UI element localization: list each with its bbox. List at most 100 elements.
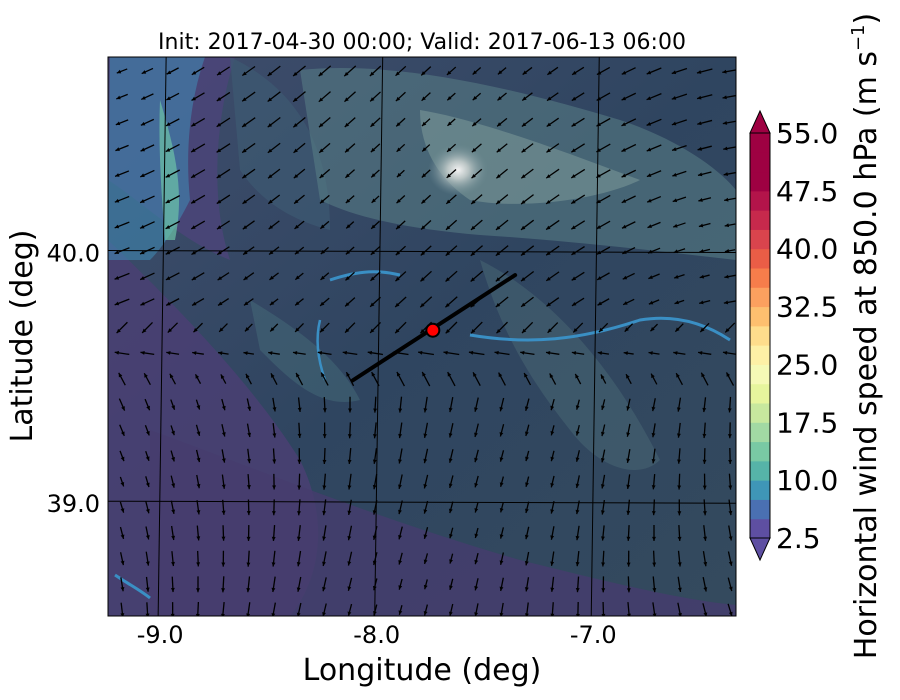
wind-arrow-head xyxy=(268,351,273,355)
wind-arrow-head xyxy=(166,96,171,100)
wind-arrow-head xyxy=(320,301,325,306)
wind-arrow-head xyxy=(370,147,376,153)
wind-arrow-head xyxy=(422,371,426,377)
wind-arrow-head xyxy=(621,96,627,101)
wind-arrow-head xyxy=(421,225,426,230)
wind-arrow-head xyxy=(700,327,705,333)
wind-arrow-head xyxy=(166,301,171,306)
wind-arrow-head xyxy=(243,250,248,255)
wind-arrow-head xyxy=(623,301,628,305)
colorbar-band xyxy=(750,190,770,211)
wind-arrow-head xyxy=(398,484,402,489)
wind-arrow-head xyxy=(344,97,349,102)
wind-arrow-head xyxy=(166,122,171,126)
wind-arrow-head xyxy=(322,510,327,516)
wind-arrow-head xyxy=(473,372,477,377)
wind-arrow-head xyxy=(447,147,452,152)
wind-arrow-head xyxy=(443,350,448,355)
wind-arrow-head xyxy=(571,351,577,355)
wind-arrow-head xyxy=(698,351,703,355)
wind-arrow-head xyxy=(448,508,453,514)
wind-arrow-head xyxy=(474,612,479,616)
wind-arrow-head xyxy=(524,613,529,616)
colorbar-band xyxy=(750,460,770,481)
wind-arrow-head xyxy=(345,198,351,204)
wind-arrow-head xyxy=(703,587,708,592)
wind-arrow-head xyxy=(370,250,376,255)
colorbar-label-exponent: −1 xyxy=(848,24,869,51)
wind-arrow-head xyxy=(571,148,576,153)
wind-arrow-head xyxy=(646,147,652,152)
wind-arrow-head xyxy=(165,199,171,204)
wind-arrow-head xyxy=(115,147,120,151)
wind-arrow-head xyxy=(120,560,125,566)
wind-arrow-head xyxy=(294,250,300,255)
wind-arrow-head xyxy=(495,302,501,308)
wind-arrow-head xyxy=(297,407,302,412)
wind-arrow-head xyxy=(242,71,247,76)
wind-arrow-head xyxy=(472,121,477,127)
wind-arrow-head xyxy=(624,327,629,332)
wind-arrow-head xyxy=(171,457,175,462)
wind-arrow-head xyxy=(651,459,656,464)
wind-arrow-head xyxy=(601,405,605,410)
wind-arrow-head xyxy=(347,561,352,566)
wind-arrow-head xyxy=(652,587,657,593)
wind-arrow-head xyxy=(217,276,223,281)
wind-arrow-head xyxy=(728,561,733,566)
wind-arrow-head xyxy=(115,173,120,177)
colorbar-label: Horizontal wind speed at 850.0 hPa (m s−… xyxy=(848,13,884,659)
wind-arrow-head xyxy=(499,432,504,437)
wind-arrow-head xyxy=(627,613,631,616)
river-north xyxy=(329,270,401,282)
wind-arrow-head xyxy=(246,511,251,516)
wind-arrow-head xyxy=(115,121,121,126)
wind-arrow-head xyxy=(525,456,529,462)
wind-arrow-head xyxy=(420,329,425,334)
wind-arrow-head xyxy=(346,372,351,377)
wind-vector-field xyxy=(114,65,736,616)
colorbar-band xyxy=(750,518,770,539)
wind-arrow-head xyxy=(499,482,504,487)
colorbar-band xyxy=(750,248,770,269)
wind-arrow-head xyxy=(145,456,150,461)
wind-arrow-head xyxy=(346,224,351,229)
wind-arrow-head xyxy=(191,173,196,178)
wind-arrow-head xyxy=(221,613,225,616)
wind-arrow-head xyxy=(320,249,326,254)
wind-arrow-head xyxy=(140,224,145,229)
wind-arrow-head xyxy=(524,587,529,592)
wind-arrow-head xyxy=(545,351,551,355)
wind-arrow-head xyxy=(497,70,503,75)
wind-arrow-head xyxy=(471,199,476,205)
wind-arrow-head xyxy=(471,329,476,334)
wind-arrow-head xyxy=(192,351,197,355)
wind-arrow-head xyxy=(575,613,580,616)
wind-arrow-head xyxy=(344,122,350,128)
wind-arrow-head xyxy=(621,70,627,75)
wind-arrow-head xyxy=(370,122,375,127)
colorbar-band xyxy=(750,152,770,173)
wind-arrow-head xyxy=(445,277,450,282)
wind-arrow-head xyxy=(546,302,551,307)
wind-arrow-head xyxy=(267,97,273,102)
colorbar-extend-max xyxy=(749,109,771,134)
wind-arrow-head xyxy=(217,250,222,255)
wind-arrow-head xyxy=(421,71,426,76)
wind-arrow-head xyxy=(646,70,652,75)
wind-arrow-head xyxy=(474,508,479,513)
wind-arrow-head xyxy=(673,223,678,228)
wind-arrow-head xyxy=(420,277,425,282)
wind-arrow-head xyxy=(675,327,680,332)
wind-arrow-head xyxy=(571,174,576,178)
wind-arrow-head xyxy=(398,560,403,565)
wind-arrow-head xyxy=(191,70,197,75)
colorbar-band xyxy=(750,268,770,288)
wind-arrow-head xyxy=(671,96,677,100)
wind-arrow-head xyxy=(270,327,275,332)
plot-frame xyxy=(107,56,737,617)
wind-arrow-head xyxy=(191,148,196,153)
wind-arrow-head xyxy=(420,251,426,256)
wind-arrow-head xyxy=(114,250,120,254)
wind-arrow-head xyxy=(447,121,452,126)
